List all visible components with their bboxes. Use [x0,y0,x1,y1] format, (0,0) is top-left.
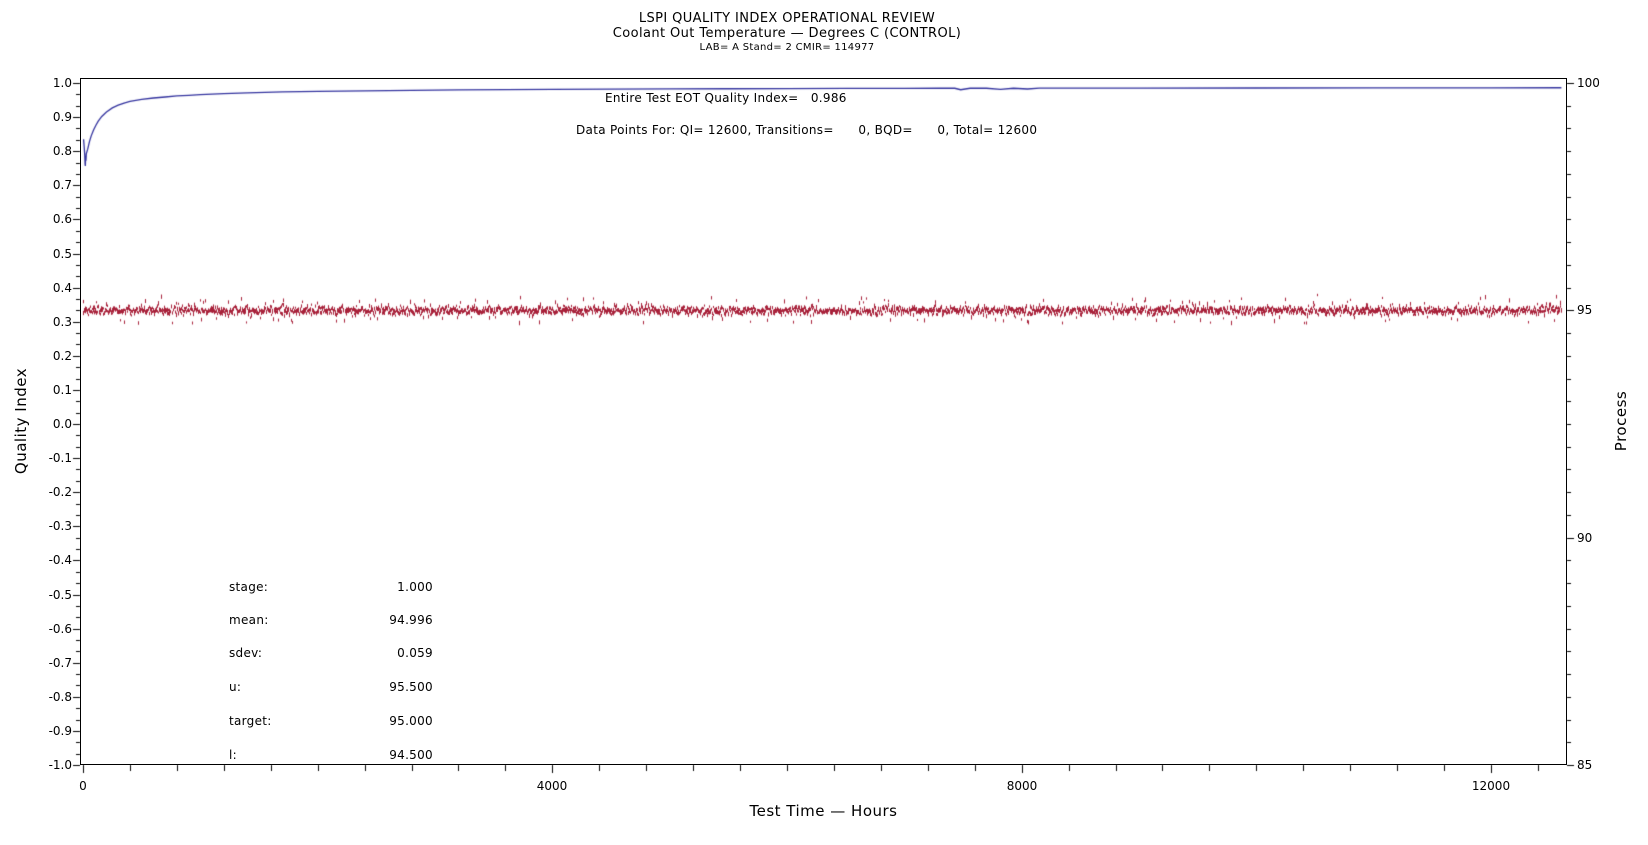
y-left-tick-label: 0.1 [52,383,72,397]
x-tick-label: 4000 [536,779,568,793]
y-left-tick-label: 0.9 [52,110,72,124]
stat-value-sdev: 0.059 [397,646,433,660]
y-left-tick-label: -0.3 [48,519,72,533]
y-left-tick-label: 0.0 [52,417,72,431]
y-left-tick-label: 1.0 [52,76,72,90]
eot-quality-annotation: Entire Test EOT Quality Index= 0.986 [605,91,847,105]
y-left-tick-label: -0.7 [48,656,72,670]
y-left-tick-label: 0.7 [52,178,72,192]
y-left-tick-label: 0.3 [52,315,72,329]
chart-meta: LAB= A Stand= 2 CMIR= 114977 [699,42,875,53]
stat-label-sdev: sdev: [229,646,263,660]
x-axis-title: Test Time — Hours [749,802,898,820]
stat-label-l: l: [229,748,237,762]
y-left-tick-label: -0.8 [48,690,72,704]
y-right-tick-label: 85 [1577,758,1593,772]
x-tick-label: 8000 [1006,779,1038,793]
y-left-tick-label: -0.9 [48,724,72,738]
stat-label-u: u: [229,680,242,694]
y-left-tick-label: 0.8 [52,144,72,158]
y-right-axis-title: Process [1612,390,1630,452]
y-left-tick-label: 0.6 [52,212,72,226]
y-left-tick-label: 0.2 [52,349,72,363]
x-tick-label: 12000 [1471,779,1511,793]
stat-value-mean: 94.996 [389,613,433,627]
stat-label-stage: stage: [229,580,269,594]
y-right-tick-label: 100 [1577,76,1600,90]
y-left-tick-label: -0.4 [48,553,72,567]
y-left-tick-label: -1.0 [48,758,72,772]
y-left-tick-label: -0.2 [48,485,72,499]
y-right-tick-label: 90 [1577,531,1593,545]
stat-value-u: 95.500 [389,680,433,694]
x-tick-label: 0 [79,779,87,793]
stat-value-target: 95.000 [389,714,433,728]
chart-header: LSPI QUALITY INDEX OPERATIONAL REVIEW Co… [0,11,1574,54]
datapoints-annotation: Data Points For: QI= 12600, Transitions=… [576,123,1038,137]
stat-label-target: target: [229,714,272,728]
chart-title: LSPI QUALITY INDEX OPERATIONAL REVIEW [638,11,936,26]
stat-label-mean: mean: [229,613,269,627]
y-right-tick-label: 95 [1577,303,1593,317]
y-left-tick-label: -0.1 [48,451,72,465]
y-left-tick-label: -0.5 [48,588,72,602]
chart-subtitle: Coolant Out Temperature — Degrees C (CON… [612,26,962,41]
plot-frame [80,78,1567,765]
y-left-tick-label: 0.4 [52,281,72,295]
y-left-tick-label: 0.5 [52,247,72,261]
stat-value-stage: 1.000 [397,580,433,594]
y-left-tick-label: -0.6 [48,622,72,636]
stat-value-l: 94.500 [389,748,433,762]
